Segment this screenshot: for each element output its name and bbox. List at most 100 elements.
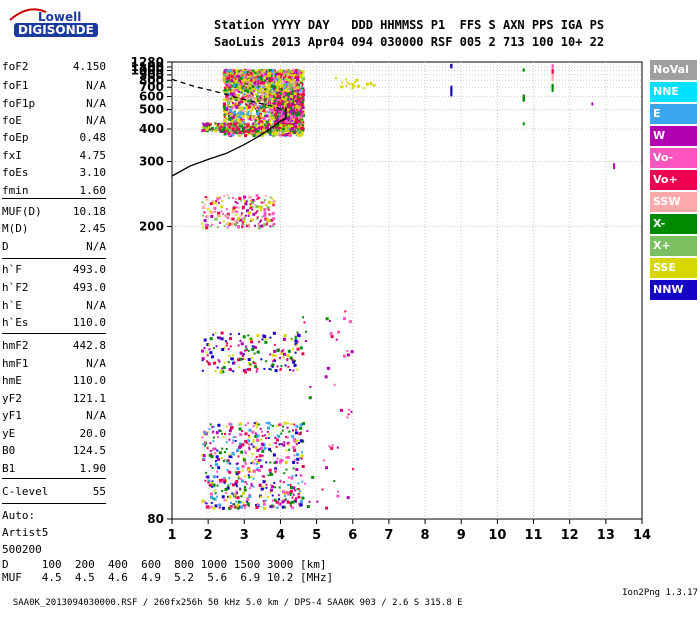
echo-point: [286, 100, 289, 103]
echo-point: [273, 75, 275, 77]
echo-point: [274, 99, 277, 101]
param-value: 110.0: [72, 374, 106, 387]
echo-streak: [450, 63, 453, 67]
echo-point: [214, 492, 217, 495]
echo-point: [350, 350, 354, 354]
echo-point: [223, 113, 226, 116]
echo-point: [224, 488, 228, 491]
echo-point: [270, 76, 273, 79]
echo-point: [270, 488, 273, 492]
echo-point: [284, 70, 288, 74]
echo-point: [234, 131, 238, 134]
echo-point: [291, 76, 294, 79]
logo-digisonde: DIGISONDE: [14, 23, 98, 37]
echo-point: [343, 317, 346, 320]
echo-point: [301, 451, 303, 454]
echo-point: [248, 78, 250, 81]
echo-point: [220, 127, 223, 130]
echo-point: [252, 86, 255, 88]
legend-item-w: W: [650, 126, 697, 146]
echo-point: [259, 114, 262, 117]
echo-point: [226, 194, 229, 197]
echo-point: [261, 69, 264, 72]
echo-point: [245, 500, 248, 503]
echo-point: [234, 97, 237, 100]
echo-point: [240, 71, 243, 74]
echo-point: [292, 429, 294, 432]
echo-point: [274, 130, 278, 133]
echo-point: [254, 365, 258, 369]
echo-point: [222, 79, 225, 82]
echo-point: [205, 226, 209, 230]
echo-point: [210, 505, 213, 508]
echo-point: [260, 459, 263, 462]
echo-point: [238, 85, 242, 89]
echo-point: [250, 337, 253, 340]
echo-point: [289, 494, 292, 496]
echo-point: [236, 506, 240, 510]
echo-point: [296, 76, 299, 78]
echo-point: [216, 196, 219, 199]
echo-point: [261, 83, 263, 86]
echo-point: [297, 110, 300, 113]
echo-point: [277, 115, 279, 118]
echo-point: [232, 116, 235, 119]
echo-streak: [613, 163, 616, 167]
echo-point: [268, 200, 271, 204]
echo-point: [285, 87, 288, 90]
echo-point: [277, 499, 280, 502]
echo-point: [243, 99, 247, 102]
echo-point: [255, 456, 258, 458]
echo-point: [242, 335, 246, 339]
echo-point: [231, 93, 235, 97]
echo-point: [260, 86, 263, 89]
echo-point: [208, 122, 211, 125]
echo-point: [226, 112, 229, 116]
echo-point: [263, 211, 267, 215]
echo-point: [350, 410, 353, 413]
echo-point: [239, 339, 242, 342]
echo-point: [230, 456, 233, 459]
echo-point: [240, 118, 243, 121]
echo-point: [246, 498, 250, 501]
echo-point: [229, 120, 232, 123]
echo-point: [241, 464, 245, 468]
echo-point: [202, 226, 204, 229]
echo-point: [262, 201, 265, 204]
echo-point: [293, 105, 296, 108]
echo-point: [248, 88, 251, 91]
echo-point: [266, 82, 269, 85]
echo-point: [228, 455, 232, 458]
echo-point: [274, 106, 277, 108]
echo-point: [251, 345, 254, 348]
param-value: 10.18: [72, 205, 106, 218]
echo-point: [273, 70, 277, 74]
echo-point: [223, 194, 226, 197]
echo-point: [282, 98, 286, 102]
echo-point: [241, 73, 244, 76]
echo-point: [244, 214, 247, 217]
y-tick-label: 400: [139, 122, 164, 136]
echo-point: [249, 80, 252, 83]
echo-point: [262, 81, 266, 85]
echo-point: [239, 433, 243, 437]
echo-point: [286, 499, 289, 502]
x-tick-label: 11: [524, 528, 542, 543]
legend-item-x: X-: [650, 214, 697, 234]
echo-point: [293, 118, 296, 121]
echo-point: [244, 134, 247, 138]
param-row-b1: B1 1.90: [2, 462, 106, 479]
echo-point: [287, 127, 290, 131]
echo-point: [258, 104, 262, 108]
echo-point: [279, 78, 282, 81]
echo-point: [257, 196, 260, 199]
echo-point: [229, 93, 232, 96]
echo-point: [222, 436, 225, 439]
echo-point: [276, 365, 279, 368]
echo-point: [216, 129, 219, 131]
echo-point: [230, 507, 233, 509]
echo-point: [269, 196, 272, 199]
echo-point: [221, 506, 225, 510]
echo-point: [228, 115, 231, 117]
echo-point: [294, 107, 297, 110]
